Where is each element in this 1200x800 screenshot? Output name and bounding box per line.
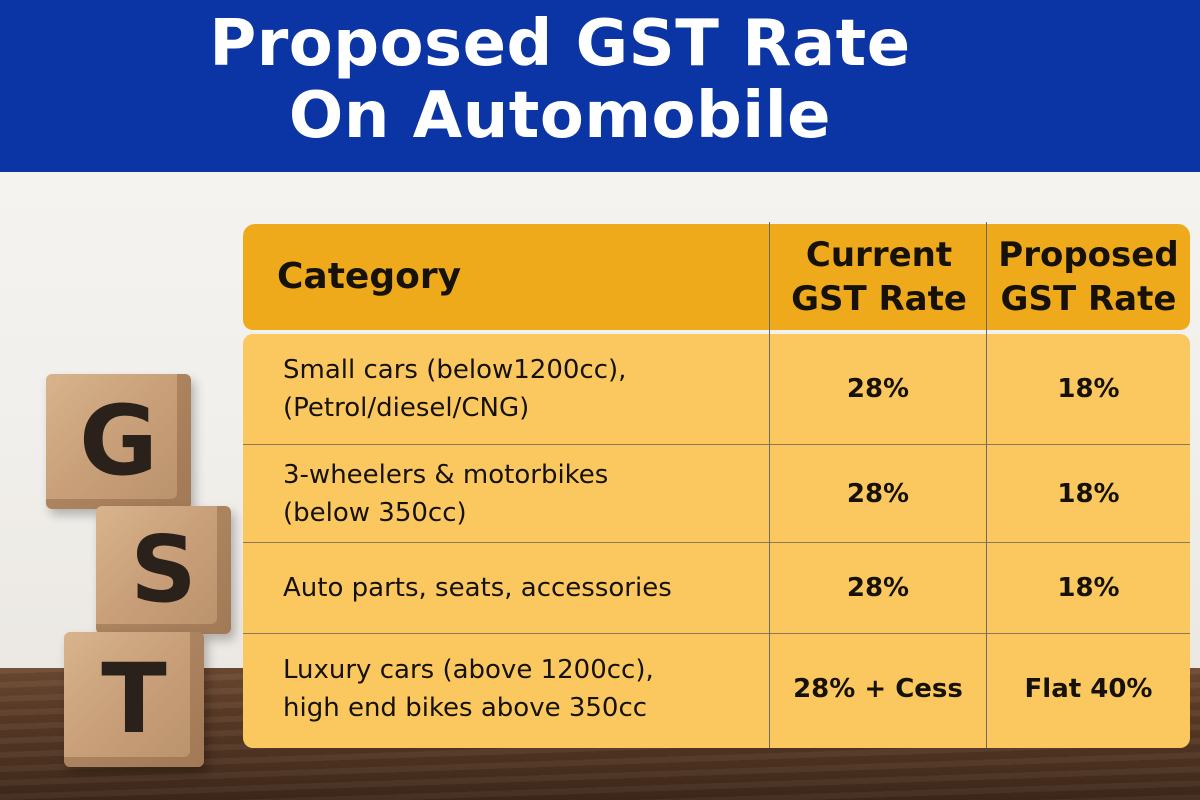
row-proposed-rate: Flat 40%: [1024, 674, 1153, 704]
row-proposed-rate: 18%: [1057, 573, 1120, 603]
header-proposed-line-2: GST Rate: [1000, 279, 1177, 319]
row-category-line-2: high end bikes above 350cc: [283, 693, 648, 723]
column-divider: [986, 222, 987, 748]
row-proposed-rate: 18%: [1057, 374, 1120, 404]
header-category: Category: [277, 256, 462, 297]
table-row: Small cars (below1200cc), (Petrol/diesel…: [243, 334, 1190, 444]
table-row: 3-wheelers & motorbikes (below 350cc) 28…: [243, 445, 1190, 542]
title-line-1: Proposed GST Rate: [209, 7, 911, 81]
row-current-rate: 28%: [846, 573, 910, 603]
table-header-row: Category Current GST Rate Proposed GST R…: [243, 224, 1190, 330]
row-category-line-1: Luxury cars (above 1200cc),: [283, 655, 654, 685]
header-current-gst-rate: Current GST Rate: [770, 224, 988, 330]
page-title: Proposed GST Rate On Automobile: [140, 8, 980, 152]
row-divider: [243, 444, 1190, 445]
row-current-rate: 28%: [846, 478, 910, 509]
row-current-rate: 28%: [846, 374, 910, 404]
column-divider: [769, 222, 770, 748]
cube-letter-t: T: [64, 632, 204, 767]
gst-rate-table: Category Current GST Rate Proposed GST R…: [243, 222, 1190, 748]
header-current-line-2: GST Rate: [791, 279, 967, 319]
title-line-2: On Automobile: [288, 79, 832, 153]
row-category-line-2: (below 350cc): [283, 497, 467, 528]
row-divider: [243, 633, 1190, 634]
row-category: Luxury cars (above 1200cc), high end bik…: [283, 634, 763, 744]
row-current-rate: 28% + Cess: [793, 674, 963, 704]
cube-letter-g: G: [46, 374, 191, 509]
title-banner: [0, 0, 1200, 172]
row-proposed-rate: 18%: [1057, 478, 1120, 509]
table-row: Auto parts, seats, accessories 28% 18%: [243, 543, 1190, 633]
row-divider: [243, 542, 1190, 543]
header-proposed-line-1: Proposed: [998, 235, 1179, 275]
table-body: Small cars (below1200cc), (Petrol/diesel…: [243, 334, 1190, 748]
row-category-line-2: (Petrol/diesel/CNG): [283, 393, 530, 423]
cube-letter-s: S: [96, 506, 231, 634]
row-category-line-1: Small cars (below1200cc),: [283, 355, 627, 385]
row-category: 3-wheelers & motorbikes (below 350cc): [283, 445, 763, 542]
table-row: Luxury cars (above 1200cc), high end bik…: [243, 634, 1190, 744]
header-proposed-gst-rate: Proposed GST Rate: [987, 224, 1190, 330]
row-category-line-1: Auto parts, seats, accessories: [283, 573, 672, 603]
row-category: Small cars (below1200cc), (Petrol/diesel…: [283, 334, 763, 444]
row-category-line-1: 3-wheelers & motorbikes: [283, 459, 609, 490]
row-category: Auto parts, seats, accessories: [283, 543, 763, 633]
header-current-line-1: Current: [805, 235, 953, 275]
